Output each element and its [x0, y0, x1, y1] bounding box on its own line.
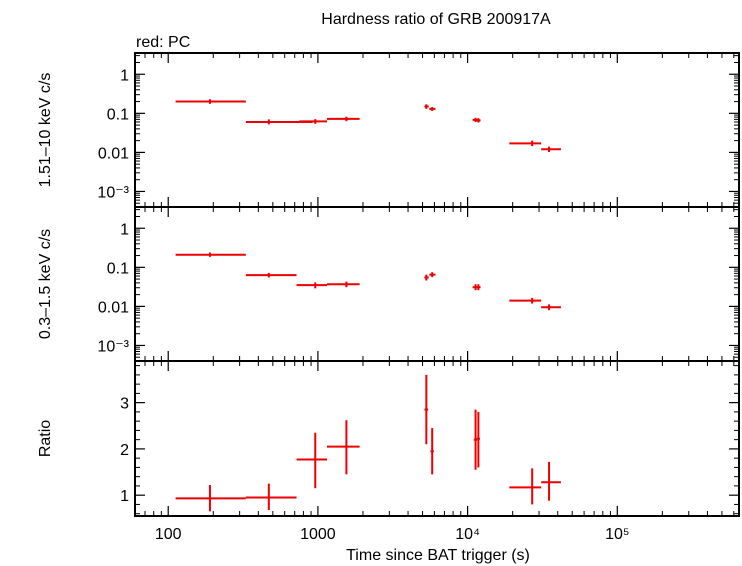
data-point — [541, 461, 561, 501]
y-axis-label-hard: 1.51–10 keV c/s — [37, 73, 54, 188]
y-tick-label: 0.01 — [98, 145, 129, 162]
data-point — [509, 468, 542, 505]
legend-note: red: PC — [136, 34, 190, 51]
x-tick-label: 10⁴ — [455, 526, 480, 543]
x-tick-label: 10⁵ — [605, 526, 629, 543]
data-point — [424, 274, 429, 281]
data-point — [430, 428, 434, 475]
y-tick-label: 2 — [120, 442, 129, 459]
data-point — [175, 252, 246, 257]
data-point — [476, 411, 481, 468]
panel-frame — [134, 360, 740, 517]
data-point — [476, 118, 481, 123]
plot-panels: 1 0.1 0.01 10⁻³ 1.51–10 keV c/s 1 0.1 0.01 10⁻³ 0… — [37, 52, 740, 543]
y-tick-label: 0.01 — [98, 299, 129, 316]
data-point — [429, 107, 436, 111]
x-tick-label: 1000 — [300, 526, 336, 543]
data-point — [326, 116, 360, 122]
y-tick-label: 1 — [120, 67, 129, 84]
panel-ratio: 1 2 3 Ratio — [37, 360, 740, 517]
panel-hard: 1 0.1 0.01 10⁻³ 1.51–10 keV c/s — [37, 52, 740, 208]
panel-soft: 1 0.1 0.01 10⁻³ 0.3–1.5 keV c/s — [37, 206, 740, 362]
data-point — [429, 272, 436, 278]
data-point — [541, 146, 561, 153]
y-axis-label-ratio: Ratio — [37, 420, 54, 457]
x-tick-label: 100 — [155, 526, 182, 543]
y-tick-label: 1 — [120, 488, 129, 505]
data-point — [473, 409, 478, 470]
y-tick-label: 3 — [120, 396, 129, 413]
data-point — [476, 284, 481, 291]
y-tick-label: 1 — [120, 221, 129, 238]
data-point — [509, 297, 542, 304]
data-point — [245, 483, 297, 510]
data-point — [175, 99, 246, 104]
panel-frame — [134, 206, 740, 362]
y-tick-label: 0.1 — [107, 260, 129, 277]
y-tick-label: 10⁻³ — [97, 184, 129, 201]
y-axis-label-soft: 0.3–1.5 keV c/s — [37, 229, 54, 339]
data-point — [541, 304, 561, 311]
panel-frame — [134, 52, 740, 208]
data-point — [175, 485, 246, 512]
y-tick-label: 10⁻³ — [97, 338, 129, 355]
x-axis-label: Time since BAT trigger (s) — [346, 547, 530, 564]
data-point — [296, 282, 327, 289]
data-point — [509, 140, 542, 147]
y-tick-label: 0.1 — [107, 106, 129, 123]
data-point — [424, 104, 429, 109]
data-point — [299, 119, 327, 124]
data-point — [296, 432, 327, 489]
data-point — [326, 420, 360, 475]
data-point — [245, 272, 297, 278]
chart-title: Hardness ratio of GRB 200917A — [321, 11, 551, 28]
data-point — [424, 374, 429, 445]
data-point — [326, 281, 360, 288]
